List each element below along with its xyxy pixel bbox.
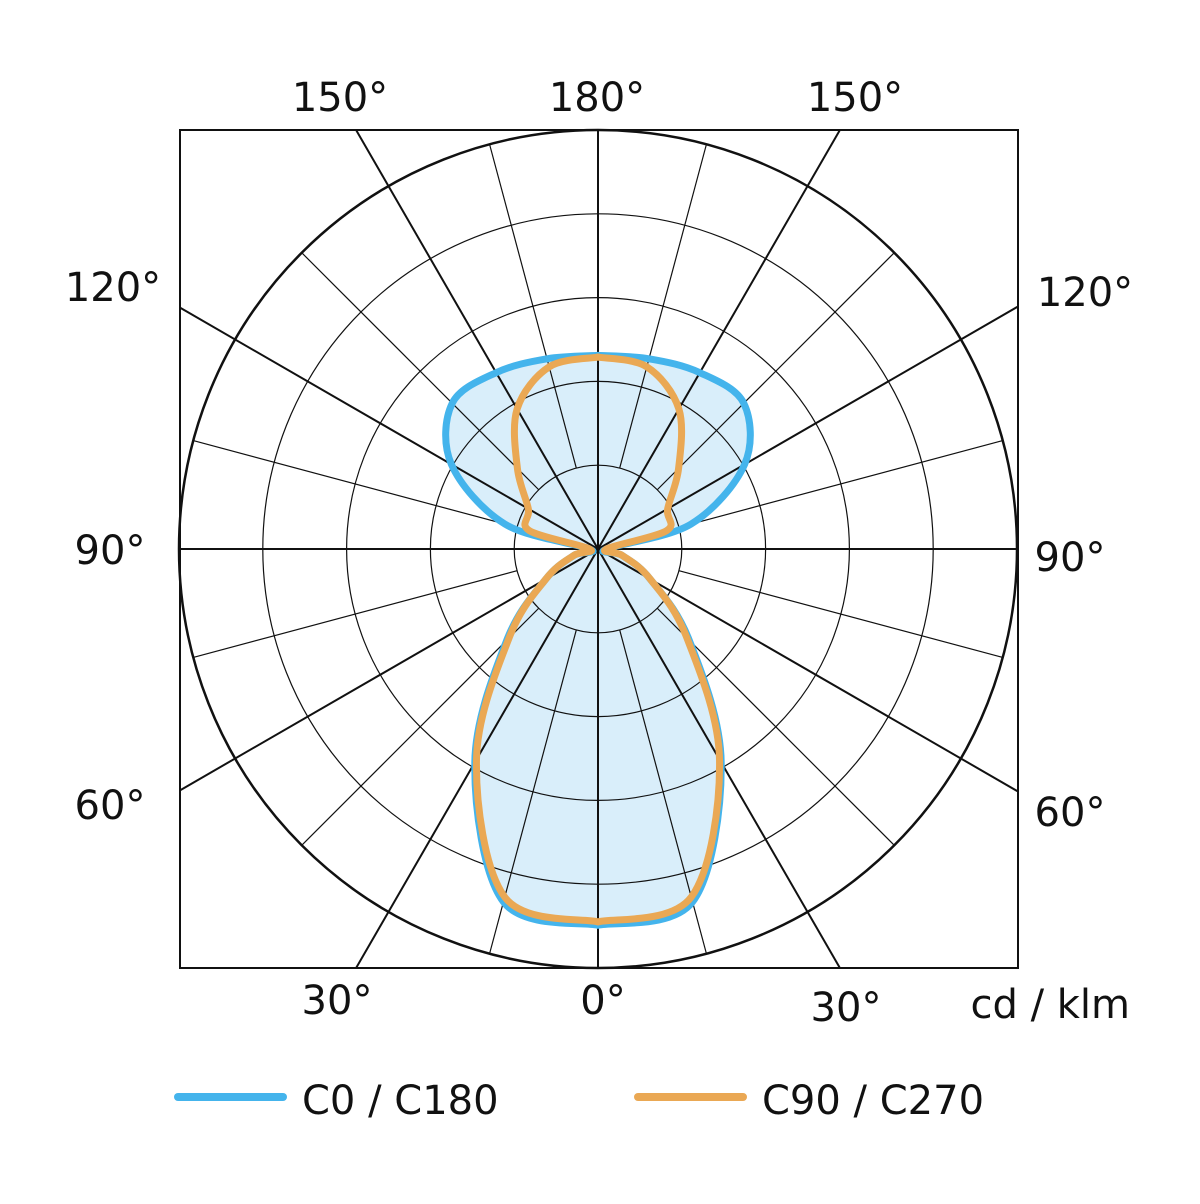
unit-label: cd / klm (970, 982, 1130, 1028)
angle-label: 90° (75, 528, 146, 574)
angle-label: 120° (65, 265, 161, 311)
spoke (301, 607, 540, 846)
spoke (488, 144, 577, 469)
spoke (193, 570, 518, 659)
spoke (597, 548, 1019, 793)
curve-lines (442, 351, 754, 929)
angle-label: 180° (549, 75, 645, 121)
angle-label: 30° (302, 978, 373, 1024)
spoke (193, 439, 518, 528)
angle-label: 30° (811, 985, 882, 1031)
plot-frame (179, 129, 1019, 969)
curve (594, 353, 724, 926)
legend-label: C90 / C270 (762, 1078, 984, 1124)
spoke (179, 548, 599, 792)
angle-label: 0° (580, 978, 625, 1024)
spoke (619, 144, 708, 469)
spoke (678, 439, 1003, 528)
spoke (678, 570, 1003, 659)
angle-label: 60° (75, 783, 146, 829)
angle-label: 150° (807, 75, 903, 121)
legend-label: C0 / C180 (302, 1078, 499, 1124)
spoke (656, 607, 895, 846)
spoke (656, 252, 895, 491)
spoke (355, 129, 599, 550)
curve (472, 353, 602, 926)
legend: C0 / C180 C90 / C270 (174, 1078, 984, 1124)
angle-label: 90° (1035, 535, 1106, 581)
angle-label: 120° (1037, 270, 1133, 316)
spoke (301, 252, 540, 491)
spoke (597, 129, 841, 550)
angle-label: 150° (292, 75, 388, 121)
angle-label: 60° (1035, 790, 1106, 836)
grid (177, 128, 1019, 970)
